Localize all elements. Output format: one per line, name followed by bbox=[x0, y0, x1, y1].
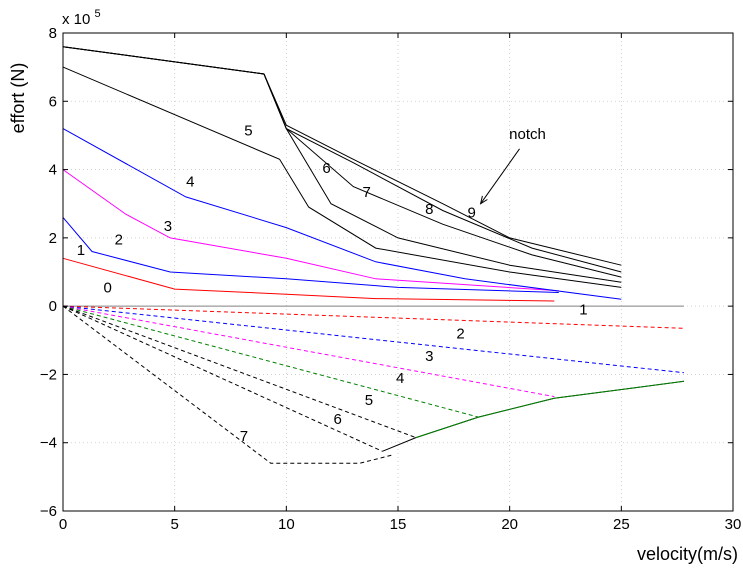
notch-arrow-line bbox=[480, 148, 520, 205]
curve-number-label: 4 bbox=[396, 370, 404, 387]
y-tick-label: 2 bbox=[49, 230, 57, 247]
curve-number-label: 5 bbox=[365, 392, 373, 409]
curve-number-label: 8 bbox=[425, 201, 433, 218]
y-multiplier-base: x 10 bbox=[62, 11, 90, 28]
series-line-dashed-3-12 bbox=[62, 305, 555, 398]
curve-number-label: 3 bbox=[164, 218, 172, 235]
series-line-solid-1-1 bbox=[62, 257, 555, 302]
x-tick-label: 10 bbox=[278, 516, 295, 533]
curve-number-label: 0 bbox=[103, 279, 111, 296]
series-line-dashed-1-10 bbox=[62, 305, 684, 329]
y-axis-label: effort (N) bbox=[8, 63, 28, 134]
plot-frame bbox=[62, 32, 734, 512]
series-line-solid-5-5 bbox=[62, 66, 622, 288]
series-line-solid-9-9 bbox=[62, 46, 622, 266]
x-tick-label: 5 bbox=[170, 516, 178, 533]
series-line-solid-3-3 bbox=[62, 169, 559, 292]
series-line-dashed-4-13 bbox=[62, 305, 479, 418]
x-tick-label: 25 bbox=[613, 516, 630, 533]
series-line-solid-6-6 bbox=[62, 46, 622, 283]
y-tick-label: −4 bbox=[40, 435, 57, 452]
series-line-dashed-2-11 bbox=[62, 305, 684, 374]
curve-number-label: 3 bbox=[425, 348, 433, 365]
series-line-solid-4-4 bbox=[62, 128, 622, 300]
series-line-solid-envelope-17 bbox=[382, 380, 684, 452]
curve-number-label: 9 bbox=[468, 204, 476, 221]
y-tick-label: −2 bbox=[40, 366, 57, 383]
y-multiplier-exponent: 5 bbox=[95, 8, 101, 20]
curve-number-label: 2 bbox=[115, 232, 123, 249]
x-tick-label: 30 bbox=[725, 516, 742, 533]
y-tick-label: 4 bbox=[49, 162, 57, 179]
axes-box bbox=[62, 32, 734, 512]
grid-lines bbox=[62, 32, 734, 512]
y-tick-label: 0 bbox=[49, 298, 57, 315]
notch-arrow-head bbox=[479, 195, 488, 205]
series-line-dashed-7-16 bbox=[62, 305, 394, 464]
curve-number-label: 7 bbox=[363, 184, 371, 201]
curve-number-label: 4 bbox=[186, 174, 194, 191]
series-line-solid-2-2 bbox=[62, 217, 559, 293]
curve-number-label: 2 bbox=[456, 326, 464, 343]
x-axis-label: velocity(m/s) bbox=[637, 544, 738, 564]
series-line-dashed-6-15 bbox=[62, 305, 383, 452]
series-line-solid-7-7 bbox=[62, 46, 622, 278]
curve-number-label: 6 bbox=[322, 160, 330, 177]
series-line-solid-8-8 bbox=[62, 46, 622, 273]
annotations: notch 0 1 2 3 4 5 6 7 8 9 1 2 3 4 5 6 7 bbox=[77, 122, 588, 445]
y-tick-label: −6 bbox=[40, 503, 57, 520]
curve-number-label: 1 bbox=[77, 242, 85, 259]
x-tick-label: 20 bbox=[501, 516, 518, 533]
series-group bbox=[62, 46, 684, 464]
y-multiplier: x 10 5 bbox=[62, 8, 101, 28]
x-tick-label: 0 bbox=[59, 516, 67, 533]
curve-number-label: 6 bbox=[334, 411, 342, 428]
series-line-solid-envelope-18 bbox=[415, 380, 684, 439]
notch-label: notch bbox=[509, 126, 546, 143]
series-line-dashed-5-14 bbox=[62, 305, 417, 439]
y-tick-label: 8 bbox=[49, 25, 57, 42]
y-tick-label: 6 bbox=[49, 93, 57, 110]
curve-number-label: 7 bbox=[240, 428, 248, 445]
curve-number-label: 5 bbox=[244, 122, 252, 139]
curve-number-label: 1 bbox=[579, 302, 587, 319]
x-tick-label: 15 bbox=[390, 516, 407, 533]
